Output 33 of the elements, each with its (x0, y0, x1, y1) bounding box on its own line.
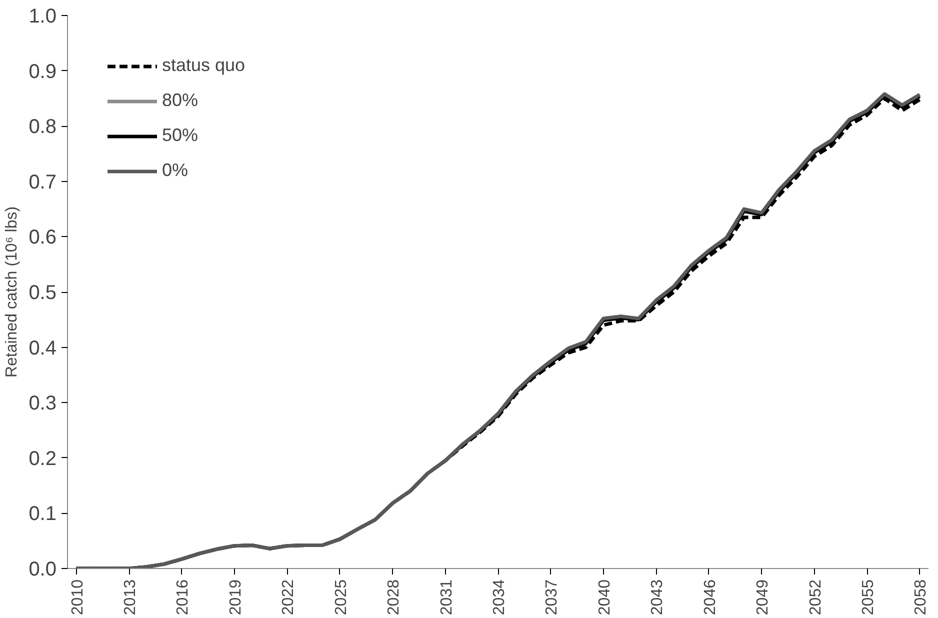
y-tick-label: 0.8 (28, 116, 57, 138)
x-tick-label: 2052 (807, 579, 824, 616)
x-tick-label: 2058 (912, 579, 930, 616)
x-tick-label: 2040 (596, 579, 614, 616)
y-tick-label: 1.0 (28, 6, 57, 28)
x-tick-label: 2028 (386, 579, 403, 616)
y-tick-label: 0.1 (28, 503, 57, 526)
y-axis-title: Retained catch (10⁶ lbs) (4, 206, 21, 378)
x-tick-label: 2016 (174, 579, 192, 616)
legend-label: 0% (162, 160, 188, 181)
y-tick-label: 0.7 (28, 171, 57, 194)
x-tick-label: 2049 (754, 579, 772, 616)
x-tick-label: 2046 (702, 579, 719, 616)
y-tick-label: 0.5 (28, 282, 57, 304)
x-tick-label: 2019 (227, 579, 244, 616)
x-tick-label: 2010 (69, 579, 86, 616)
x-tick-label: 2025 (332, 579, 350, 616)
x-tick-label: 2034 (491, 579, 508, 616)
x-tick-label: 2043 (649, 579, 666, 616)
x-tick-label: 2037 (544, 579, 561, 616)
y-tick-label: 0.2 (28, 448, 57, 470)
x-tick-label: 2031 (438, 579, 456, 616)
legend-label: status quo (162, 55, 246, 76)
x-tick-label: 2022 (280, 579, 298, 616)
y-tick-label: 0.6 (28, 226, 57, 249)
legend-label: 50% (162, 125, 198, 146)
x-tick-label: 2013 (122, 579, 139, 616)
y-tick-label: 0.3 (28, 392, 57, 415)
y-tick-label: 0.9 (28, 60, 57, 83)
x-tick-label: 2055 (860, 579, 877, 616)
legend-label: 80% (162, 90, 198, 111)
y-tick-label: 0.4 (28, 337, 57, 360)
y-tick-label: 0.0 (28, 558, 57, 580)
